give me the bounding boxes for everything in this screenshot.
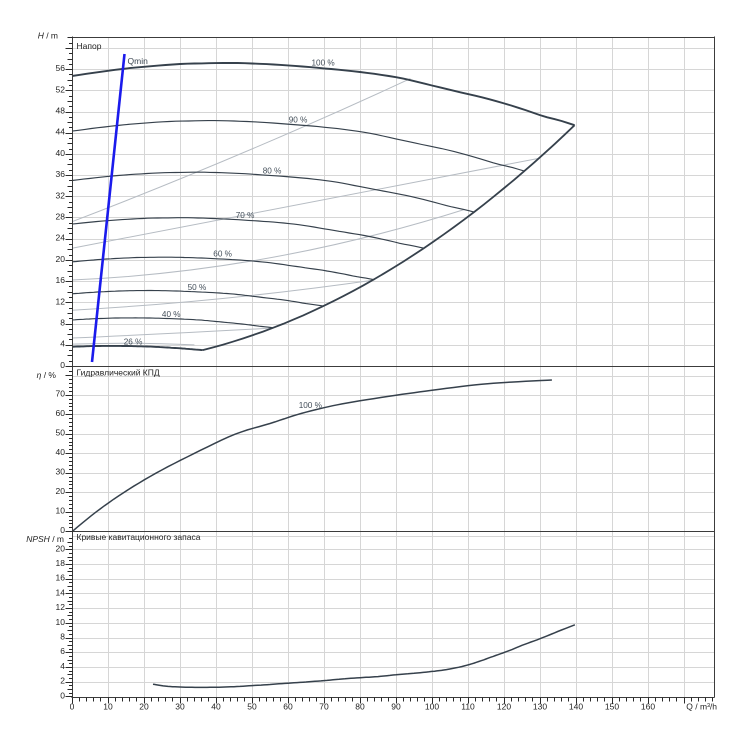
svg-text:η / %: η / % bbox=[37, 370, 57, 380]
svg-text:14: 14 bbox=[56, 587, 66, 597]
svg-text:60: 60 bbox=[56, 408, 66, 418]
svg-text:48: 48 bbox=[56, 106, 66, 116]
svg-text:4: 4 bbox=[60, 661, 65, 671]
svg-text:24: 24 bbox=[56, 233, 66, 243]
svg-text:Qmin: Qmin bbox=[128, 56, 149, 66]
svg-text:Кривые кавитационного запаса: Кривые кавитационного запаса bbox=[77, 532, 201, 542]
svg-text:40 %: 40 % bbox=[162, 310, 181, 319]
svg-text:NPSH / m: NPSH / m bbox=[26, 534, 64, 544]
svg-text:70: 70 bbox=[319, 702, 329, 712]
svg-text:110: 110 bbox=[461, 702, 475, 712]
svg-text:20: 20 bbox=[56, 543, 66, 553]
svg-text:70: 70 bbox=[56, 389, 66, 399]
svg-text:10: 10 bbox=[56, 617, 66, 627]
svg-text:100: 100 bbox=[425, 702, 439, 712]
svg-text:28: 28 bbox=[56, 212, 66, 222]
svg-text:8: 8 bbox=[60, 632, 65, 642]
svg-text:150: 150 bbox=[605, 702, 619, 712]
svg-text:40: 40 bbox=[56, 148, 66, 158]
svg-text:120: 120 bbox=[497, 702, 511, 712]
svg-text:40: 40 bbox=[211, 702, 221, 712]
svg-text:8: 8 bbox=[60, 318, 65, 328]
svg-text:0: 0 bbox=[60, 360, 65, 370]
svg-text:16: 16 bbox=[56, 275, 66, 285]
svg-text:44: 44 bbox=[56, 127, 66, 137]
svg-text:100 %: 100 % bbox=[312, 58, 335, 67]
svg-text:12: 12 bbox=[56, 296, 66, 306]
svg-text:50 %: 50 % bbox=[188, 283, 207, 292]
svg-text:Q / m³/h: Q / m³/h bbox=[686, 702, 717, 712]
svg-text:16: 16 bbox=[56, 573, 66, 583]
svg-text:160: 160 bbox=[641, 702, 655, 712]
svg-text:20: 20 bbox=[56, 486, 66, 496]
svg-text:10: 10 bbox=[56, 506, 66, 516]
svg-text:140: 140 bbox=[569, 702, 583, 712]
svg-text:60: 60 bbox=[283, 702, 293, 712]
svg-text:70 %: 70 % bbox=[236, 211, 255, 220]
svg-text:30: 30 bbox=[175, 702, 185, 712]
svg-text:56: 56 bbox=[56, 63, 66, 73]
svg-text:6: 6 bbox=[60, 646, 65, 656]
svg-text:0: 0 bbox=[60, 525, 65, 535]
svg-text:26 %: 26 % bbox=[124, 337, 143, 346]
svg-text:80 %: 80 % bbox=[263, 166, 282, 175]
svg-text:H / m: H / m bbox=[38, 31, 58, 41]
svg-text:50: 50 bbox=[56, 428, 66, 438]
svg-text:Напор: Напор bbox=[77, 41, 102, 51]
svg-text:10: 10 bbox=[103, 702, 113, 712]
svg-text:4: 4 bbox=[60, 339, 65, 349]
svg-text:20: 20 bbox=[56, 254, 66, 264]
svg-text:0: 0 bbox=[70, 702, 75, 712]
svg-text:18: 18 bbox=[56, 558, 66, 568]
svg-text:130: 130 bbox=[533, 702, 547, 712]
svg-text:50: 50 bbox=[247, 702, 257, 712]
svg-text:90 %: 90 % bbox=[289, 116, 308, 125]
svg-text:52: 52 bbox=[56, 84, 66, 94]
svg-text:90: 90 bbox=[391, 702, 401, 712]
svg-text:32: 32 bbox=[56, 190, 66, 200]
svg-text:40: 40 bbox=[56, 447, 66, 457]
svg-text:30: 30 bbox=[56, 467, 66, 477]
svg-text:0: 0 bbox=[60, 690, 65, 700]
svg-text:80: 80 bbox=[355, 702, 365, 712]
svg-text:100 %: 100 % bbox=[299, 401, 322, 410]
svg-text:2: 2 bbox=[60, 676, 65, 686]
svg-text:20: 20 bbox=[139, 702, 149, 712]
svg-text:36: 36 bbox=[56, 169, 66, 179]
svg-text:Гидравлический КПД: Гидравлический КПД bbox=[77, 368, 160, 378]
svg-text:12: 12 bbox=[56, 602, 66, 612]
svg-text:60 %: 60 % bbox=[213, 249, 232, 258]
